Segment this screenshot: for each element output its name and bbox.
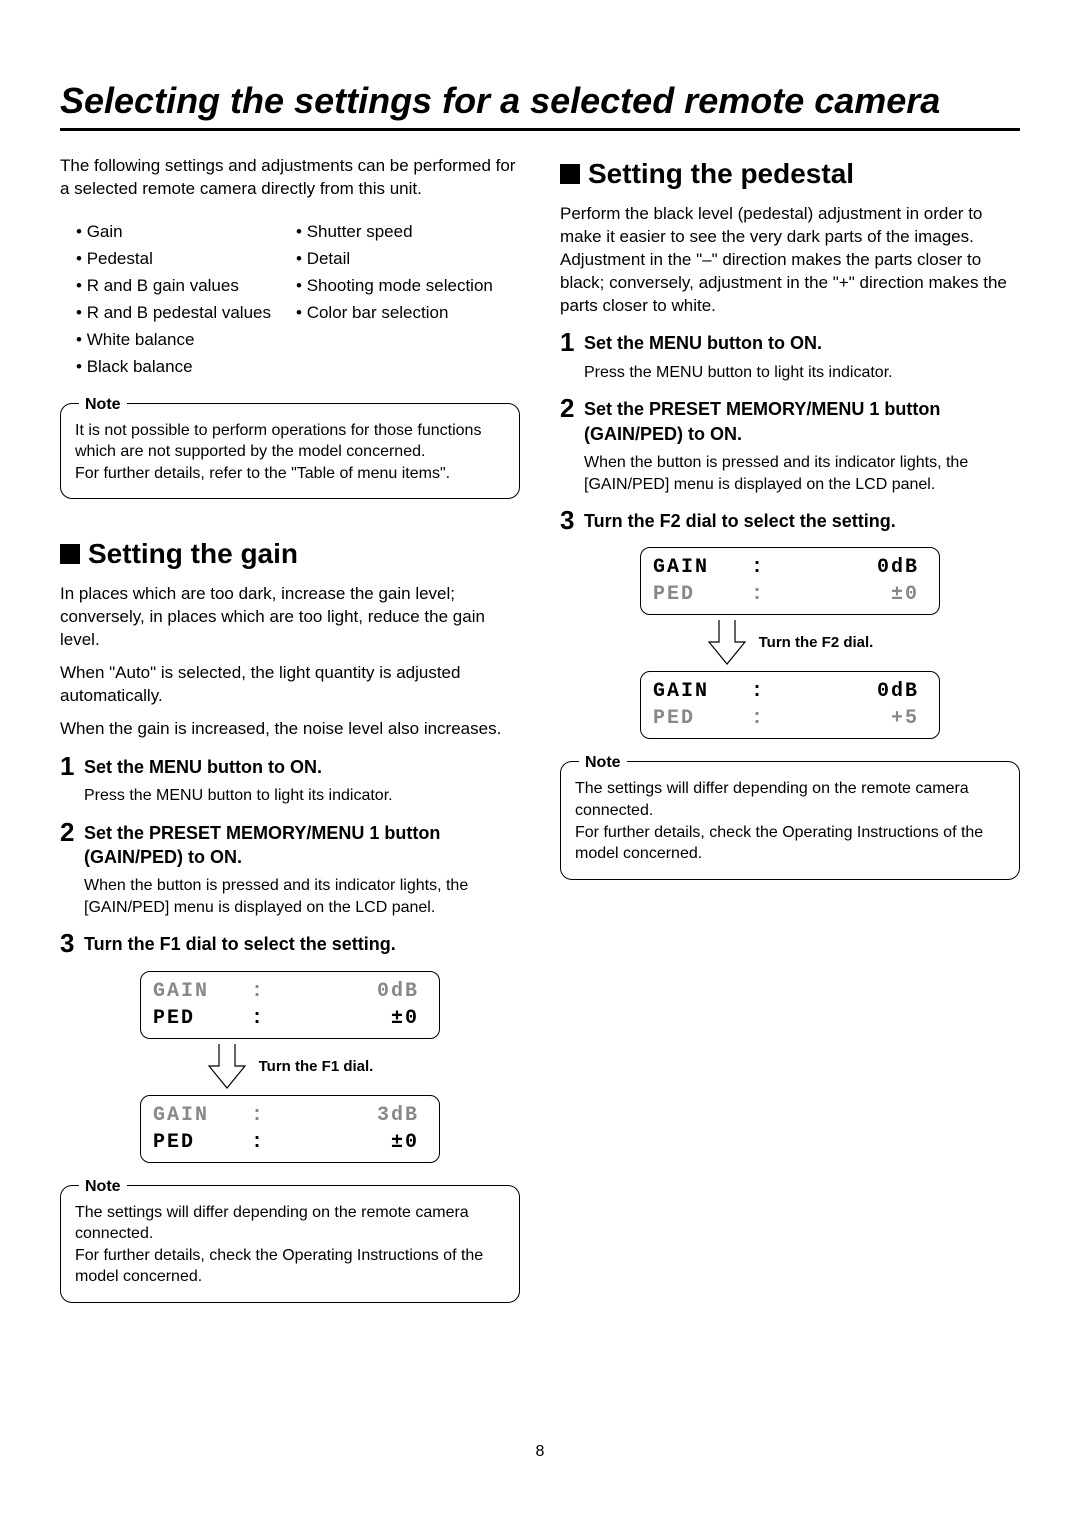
step-heading: Set the PRESET MEMORY/MENU 1 button (GAI… <box>584 397 1020 446</box>
note-label: Note <box>79 394 127 416</box>
step-2: 2 Set the PRESET MEMORY/MENU 1 button (G… <box>60 821 520 919</box>
step-heading: Set the MENU button to ON. <box>584 331 1020 355</box>
step-text: When the button is pressed and its indic… <box>84 875 520 918</box>
body-text: When the gain is increased, the noise le… <box>60 718 520 741</box>
body-text: Perform the black level (pedestal) adjus… <box>560 203 1020 318</box>
step-1: 1 Set the MENU button to ON. Press the M… <box>60 755 520 807</box>
note-text: For further details, check the Operating… <box>75 1245 505 1288</box>
down-arrow-icon <box>207 1044 247 1090</box>
lcd-diagram-gain: GAIN:0dB PED:±0 Turn the F1 dial. GAIN:3… <box>140 971 440 1163</box>
note-text: The settings will differ depending on th… <box>575 778 1005 821</box>
note-text: For further details, check the Operating… <box>575 822 1005 865</box>
arrow-caption: Turn the F2 dial. <box>759 633 874 653</box>
square-icon <box>60 544 80 564</box>
step-text: Press the MENU button to light its indic… <box>84 785 520 807</box>
step-3: 3 Turn the F1 dial to select the setting… <box>60 932 520 956</box>
arrow-caption: Turn the F1 dial. <box>259 1057 374 1077</box>
step-1: 1 Set the MENU button to ON. Press the M… <box>560 331 1020 383</box>
body-text: When "Auto" is selected, the light quant… <box>60 662 520 708</box>
note-text: It is not possible to perform operations… <box>75 420 505 463</box>
bullet-item: Detail <box>296 246 520 273</box>
bullet-item: Pedestal <box>76 246 296 273</box>
step-heading: Turn the F1 dial to select the setting. <box>84 932 520 956</box>
section-heading-gain: Setting the gain <box>60 535 520 573</box>
bullet-item: Shooting mode selection <box>296 273 520 300</box>
down-arrow-icon <box>707 620 747 666</box>
bullet-item: R and B gain values <box>76 273 296 300</box>
step-heading: Turn the F2 dial to select the setting. <box>584 509 1020 533</box>
page-number: 8 <box>60 1443 1020 1461</box>
section-heading-pedestal: Setting the pedestal <box>560 155 1020 193</box>
bullet-item: White balance <box>76 327 296 354</box>
intro-text: The following settings and adjustments c… <box>60 155 520 201</box>
note-label: Note <box>79 1176 127 1198</box>
step-heading: Set the PRESET MEMORY/MENU 1 button (GAI… <box>84 821 520 870</box>
step-heading: Set the MENU button to ON. <box>84 755 520 779</box>
square-icon <box>560 164 580 184</box>
step-text: When the button is pressed and its indic… <box>584 452 1020 495</box>
step-text: Press the MENU button to light its indic… <box>584 362 1020 384</box>
note-box-top: Note It is not possible to perform opera… <box>60 403 520 500</box>
step-3: 3 Turn the F2 dial to select the setting… <box>560 509 1020 533</box>
step-2: 2 Set the PRESET MEMORY/MENU 1 button (G… <box>560 397 1020 495</box>
bullet-item: Shutter speed <box>296 219 520 246</box>
bullet-item: Black balance <box>76 354 296 381</box>
bullet-item: Gain <box>76 219 296 246</box>
note-label: Note <box>579 752 627 774</box>
bullet-item: R and B pedestal values <box>76 300 296 327</box>
note-box-pedestal: Note The settings will differ depending … <box>560 761 1020 879</box>
lcd-diagram-pedestal: GAIN:0dB PED:±0 Turn the F2 dial. GAIN:0… <box>640 547 940 739</box>
note-text: For further details, refer to the "Table… <box>75 463 505 485</box>
bullet-item: Color bar selection <box>296 300 520 327</box>
body-text: In places which are too dark, increase t… <box>60 583 520 652</box>
page-title: Selecting the settings for a selected re… <box>60 80 1020 131</box>
note-text: The settings will differ depending on th… <box>75 1202 505 1245</box>
bullet-lists: Gain Pedestal R and B gain values R and … <box>76 219 520 381</box>
note-box-gain: Note The settings will differ depending … <box>60 1185 520 1303</box>
